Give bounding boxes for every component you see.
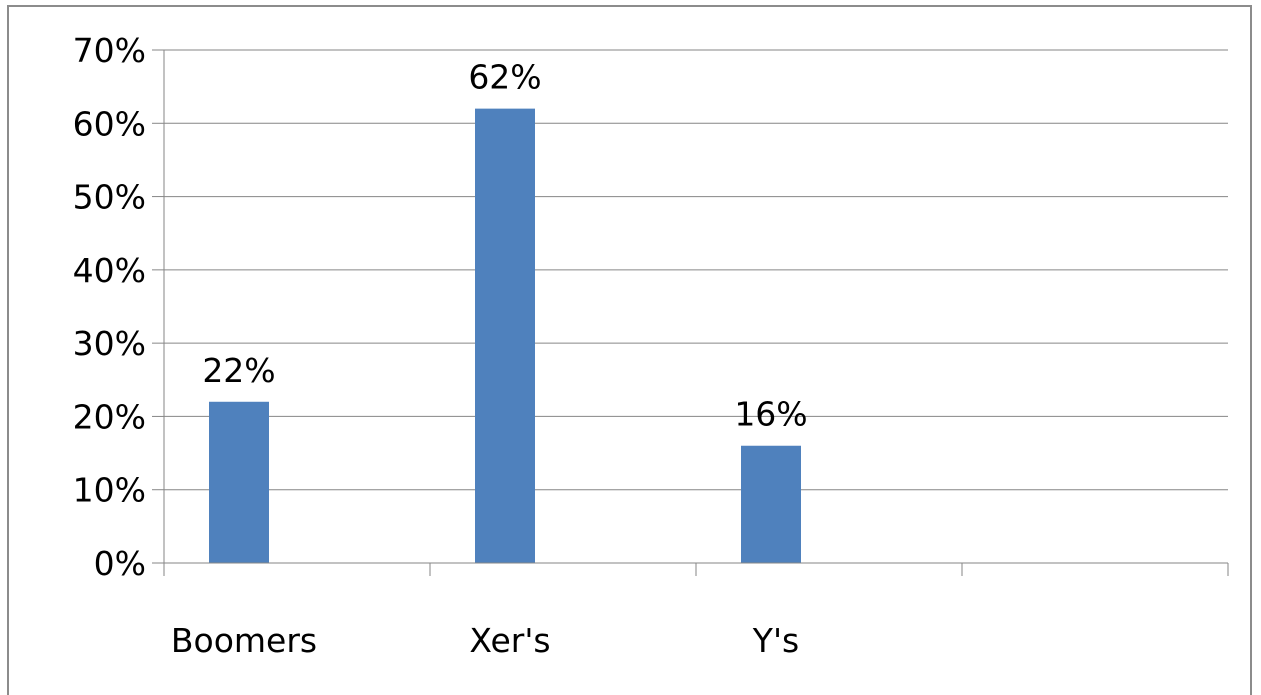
y-tick-label: 20% bbox=[73, 397, 146, 436]
gridlines bbox=[164, 49, 1228, 491]
y-tick-label: 0% bbox=[94, 544, 146, 583]
axes bbox=[152, 49, 1229, 576]
data-label: 62% bbox=[468, 58, 541, 97]
data-label: 22% bbox=[202, 351, 275, 390]
y-tick-label: 40% bbox=[73, 251, 146, 290]
bar-1 bbox=[209, 401, 269, 563]
y-tick-label: 10% bbox=[73, 471, 146, 510]
y-tick-label: 50% bbox=[73, 178, 146, 217]
y-tick-label: 30% bbox=[73, 324, 146, 363]
y-tick-label: 60% bbox=[73, 104, 146, 143]
bar-2 bbox=[475, 108, 535, 563]
data-label: 16% bbox=[734, 395, 807, 434]
chart-frame bbox=[7, 5, 1252, 695]
y-tick-label: 70% bbox=[73, 31, 146, 70]
x-category-label: Boomers bbox=[171, 621, 317, 660]
labels: 0% 10% 20% 30% 40% 50% 60% 70% 22% Boomers 62% Xer'… bbox=[73, 31, 808, 660]
x-category-label: Y's bbox=[752, 621, 799, 660]
x-category-label: Xer's bbox=[469, 621, 550, 660]
bar-3 bbox=[741, 445, 801, 563]
bars bbox=[209, 108, 801, 563]
